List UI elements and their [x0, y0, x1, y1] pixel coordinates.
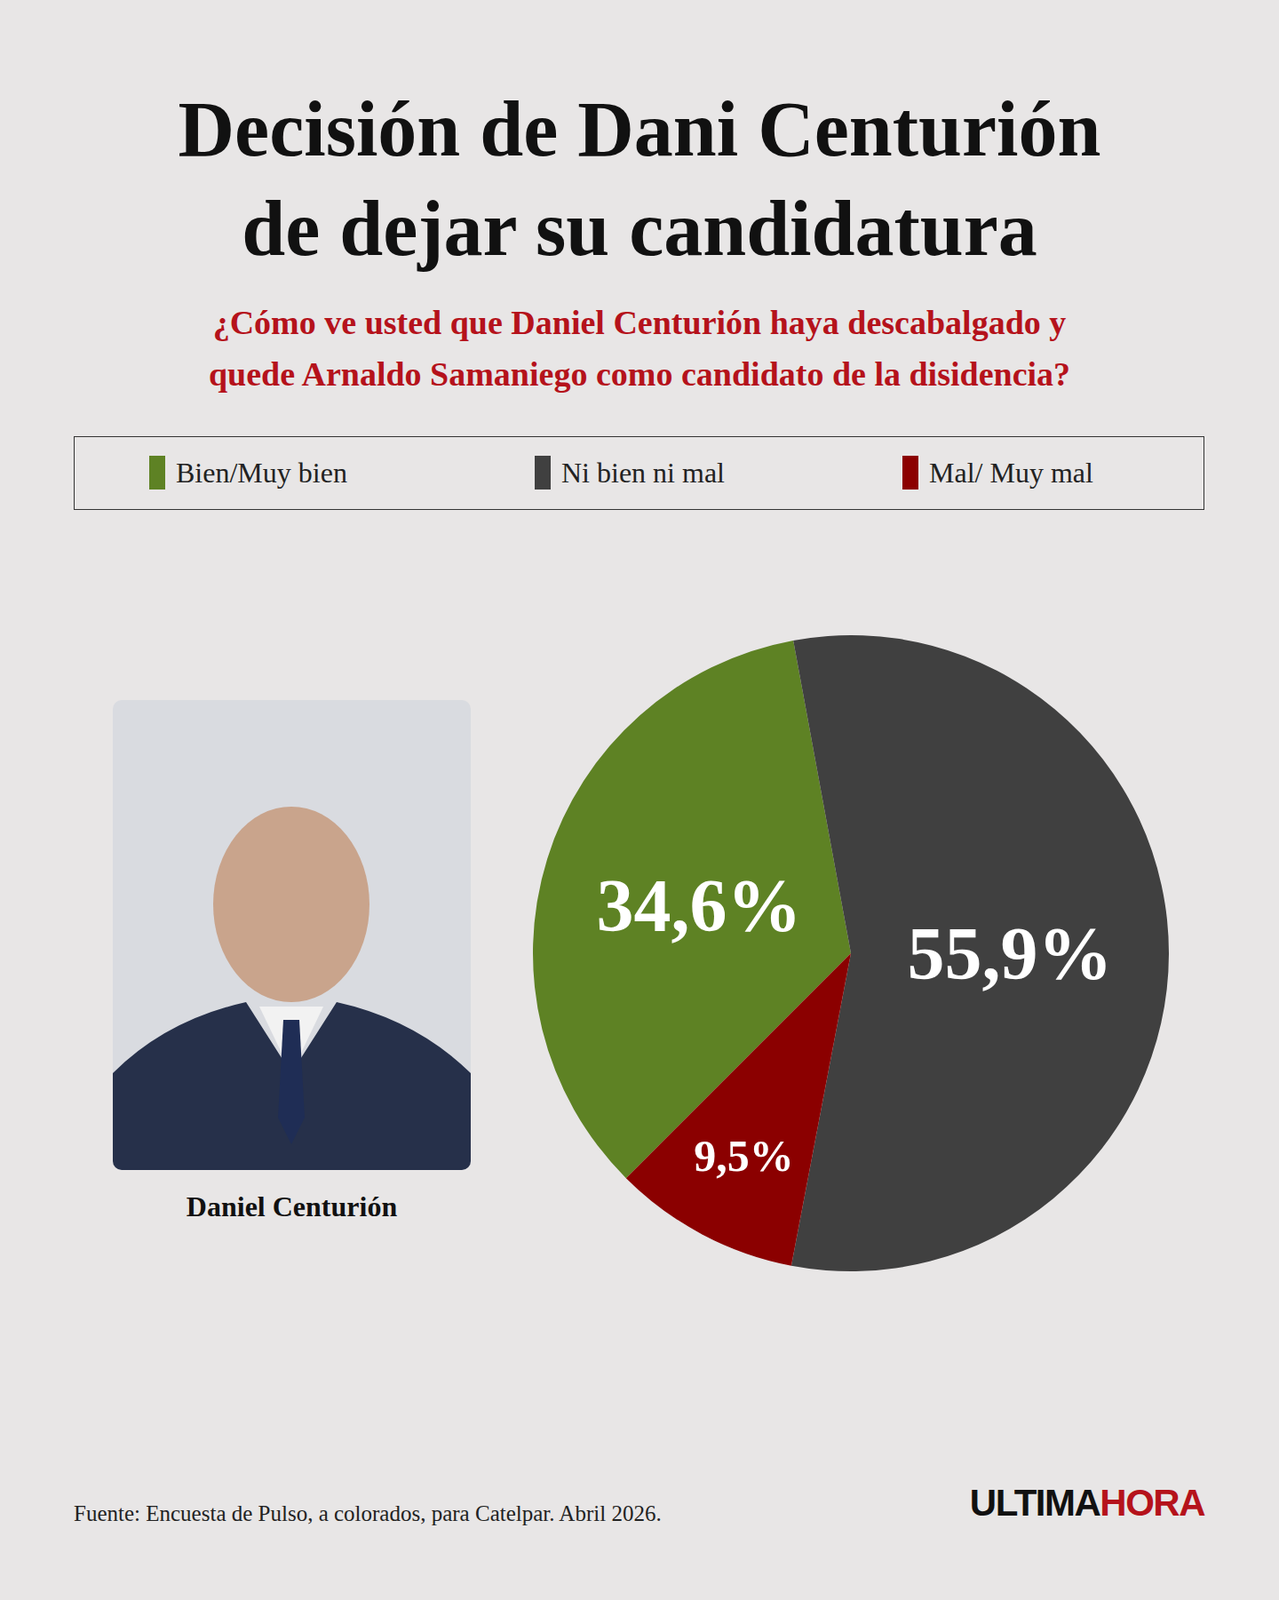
- html-text:ULTIMA HORA: ULTIMA HORA: [969, 1481, 1205, 1524]
- html-text:Decisión de Dani Centurión: Decisión de Dani Centurión: [178, 86, 1101, 173]
- svg-text:34,6%: 34,6%: [596, 864, 803, 947]
- html-text:Daniel Centurión: Daniel Centurión: [186, 1190, 398, 1223]
- html-text:Fuente: Encuesta de Pulso, a c: Fuente: Encuesta de Pulso, a colorados, …: [73, 1501, 662, 1526]
- html-text:de dejar su candidatura: de dejar su candidatura: [241, 185, 1038, 272]
- svg-text:55,9%: 55,9%: [906, 912, 1113, 995]
- svg-text:9,5%: 9,5%: [693, 1130, 795, 1181]
- html-text:Ni bien ni mal: Ni bien ni mal: [561, 456, 725, 489]
- html-text:quede Arnaldo Samaniego como c: quede Arnaldo Samaniego como candidato d…: [208, 355, 1071, 393]
- html-text:¿Cómo ve usted que Daniel Cent: ¿Cómo ve usted que Daniel Centurión haya…: [212, 303, 1067, 342]
- html-text:Bien/Muy bien: Bien/Muy bien: [175, 456, 348, 489]
- html-text:Mal/ Muy mal: Mal/ Muy mal: [929, 456, 1094, 489]
